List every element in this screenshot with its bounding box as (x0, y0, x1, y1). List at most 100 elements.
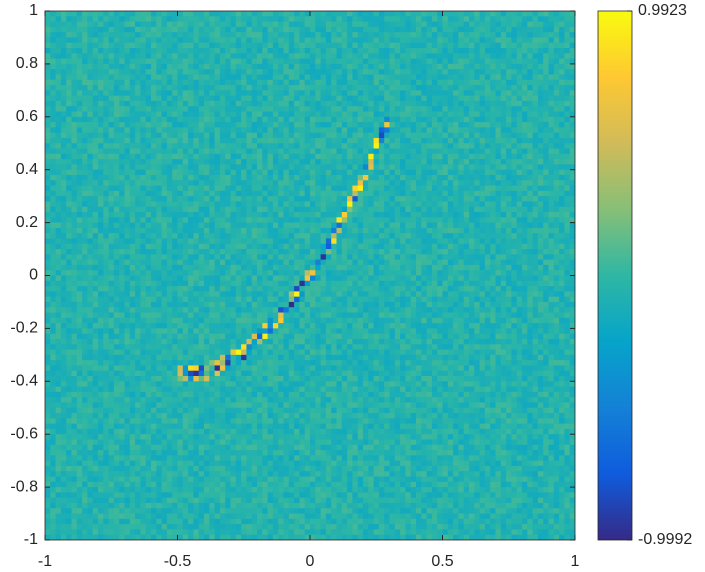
image-cell (60, 90, 67, 97)
image-cell (564, 21, 571, 28)
image-cell (331, 243, 338, 250)
image-cell (543, 122, 550, 128)
image-cell (564, 63, 571, 70)
image-cell (522, 21, 528, 28)
image-cell (331, 21, 338, 28)
image-cell (426, 143, 433, 150)
image-cell (214, 201, 221, 208)
image-cell (251, 116, 258, 123)
image-cell (458, 169, 465, 176)
image-cell (45, 233, 51, 240)
image-cell (511, 16, 518, 23)
image-cell (495, 53, 502, 60)
image-cell (140, 153, 147, 160)
image-cell (506, 174, 512, 181)
image-cell (166, 243, 173, 250)
image-cell (469, 190, 475, 197)
image-cell (363, 127, 369, 134)
image-cell (363, 42, 369, 49)
image-cell (272, 63, 279, 70)
image-cell (405, 90, 412, 97)
image-cell (484, 153, 491, 160)
image-cell (272, 79, 279, 86)
image-cell (182, 217, 189, 224)
image-cell (506, 143, 512, 150)
image-cell (537, 79, 544, 86)
image-cell (400, 106, 406, 113)
image-cell (219, 249, 226, 255)
image-cell (235, 137, 242, 144)
image-cell (278, 85, 285, 91)
image-cell (506, 63, 512, 70)
image-cell (156, 233, 163, 240)
image-cell (363, 58, 369, 65)
image-cell (288, 53, 295, 60)
image-cell (416, 58, 422, 65)
image-cell (177, 190, 184, 197)
image-cell (188, 233, 194, 240)
image-cell (320, 212, 327, 218)
image-cell (400, 32, 406, 39)
image-cell (241, 21, 247, 28)
image-cell (166, 95, 173, 102)
image-cell (511, 106, 518, 113)
image-cell (241, 63, 247, 70)
image-cell (331, 190, 338, 197)
image-cell (352, 100, 359, 107)
image-cell (145, 164, 152, 171)
image-cell (352, 85, 359, 91)
image-cell (320, 53, 327, 60)
image-cell (92, 106, 99, 113)
image-cell (426, 95, 433, 102)
image-cell (278, 79, 285, 86)
image-cell (463, 100, 470, 107)
image-cell (113, 132, 120, 139)
image-cell (119, 37, 126, 44)
image-cell (548, 227, 555, 234)
image-cell (124, 16, 131, 23)
image-cell (320, 159, 327, 166)
image-cell (363, 32, 369, 39)
image-cell (172, 180, 179, 187)
image-cell (71, 37, 78, 44)
image-cell (204, 259, 210, 266)
image-cell (161, 196, 168, 203)
image-cell (553, 85, 560, 91)
image-cell (124, 21, 131, 28)
image-cell (246, 79, 253, 86)
image-cell (320, 249, 327, 255)
image-cell (182, 116, 189, 123)
image-cell (336, 270, 343, 277)
image-cell (235, 69, 242, 76)
image-cell (453, 222, 459, 229)
image-cell (537, 243, 544, 250)
image-cell (500, 169, 507, 176)
image-cell (161, 63, 168, 70)
image-cell (405, 238, 412, 245)
image-cell (140, 11, 147, 17)
image-cell (108, 164, 115, 171)
image-cell (283, 153, 290, 160)
image-cell (119, 174, 126, 181)
image-cell (209, 100, 216, 107)
image-cell (410, 74, 417, 81)
image-cell (235, 106, 242, 113)
image-cell (484, 270, 491, 277)
image-cell (347, 16, 353, 23)
image-cell (246, 32, 253, 39)
image-cell (500, 79, 507, 86)
image-cell (352, 270, 359, 277)
image-cell (384, 143, 391, 150)
image-cell (559, 132, 565, 139)
image-cell (447, 111, 454, 118)
image-cell (50, 127, 57, 134)
image-cell (453, 212, 459, 218)
image-cell (71, 153, 78, 160)
image-cell (172, 164, 179, 171)
image-cell (522, 264, 528, 271)
image-cell (490, 137, 497, 144)
image-cell (363, 190, 369, 197)
image-cell (103, 58, 110, 65)
image-cell (55, 42, 62, 49)
image-cell (204, 127, 210, 134)
